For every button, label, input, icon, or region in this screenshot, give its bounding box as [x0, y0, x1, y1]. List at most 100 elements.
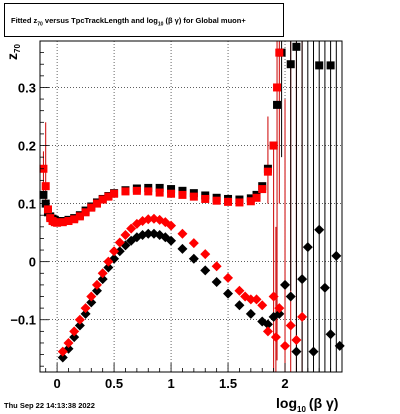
data-point-square	[189, 192, 198, 201]
data-point-diamond	[69, 332, 80, 343]
data-point-square	[258, 185, 267, 194]
data-point-diamond	[280, 340, 291, 351]
data-point-diamond	[188, 238, 199, 249]
data-point-diamond	[120, 229, 131, 240]
y-tick-label: 0.1	[18, 197, 36, 212]
data-point-square	[212, 196, 221, 205]
title-middle: versus TpcTrackLength and log	[42, 16, 158, 25]
data-point-diamond	[234, 285, 245, 296]
data-point-diamond	[80, 303, 91, 314]
data-point-diamond	[234, 300, 245, 311]
y-tick-label: 0.3	[18, 80, 36, 95]
y-tick-label: 0.2	[18, 139, 36, 154]
data-point-diamond	[270, 332, 281, 343]
x-tick-label: 2	[281, 376, 288, 391]
data-point-square	[121, 187, 130, 196]
data-point-diamond	[285, 291, 296, 302]
data-point-square	[87, 203, 96, 212]
data-point-diamond	[211, 276, 222, 287]
datestamp: Thu Sep 22 14:13:38 2022	[4, 401, 95, 410]
data-point-square	[132, 186, 141, 195]
data-point-diamond	[126, 223, 137, 234]
data-point-diamond	[57, 352, 68, 363]
data-point-square	[178, 190, 187, 199]
data-point-diamond	[166, 220, 177, 231]
data-point-square	[286, 60, 295, 69]
data-point-diamond	[97, 274, 108, 285]
data-point-square	[273, 83, 282, 92]
title-middle-sub: 10	[157, 21, 164, 28]
data-point-square	[75, 212, 84, 221]
x-tick-label: 0	[53, 376, 60, 391]
data-point-diamond	[63, 343, 74, 354]
data-point-square	[41, 182, 50, 191]
data-point-square	[64, 217, 73, 226]
data-point-square	[92, 199, 101, 208]
data-point-diamond	[80, 308, 91, 319]
data-point-diamond	[103, 262, 114, 273]
y-axis-label: z70	[4, 44, 22, 60]
data-point-square	[326, 61, 335, 70]
data-point-diamond	[114, 246, 125, 257]
data-point-diamond	[245, 294, 256, 305]
data-point-diamond	[291, 346, 302, 357]
data-point-diamond	[57, 346, 68, 357]
data-point-diamond	[177, 243, 188, 254]
x-tick-label: 1.5	[219, 376, 237, 391]
data-point-diamond	[274, 303, 285, 314]
data-point-square	[43, 205, 52, 214]
data-point-diamond	[188, 253, 199, 264]
title-prefix-sub: 70	[37, 21, 43, 28]
data-point-diamond	[280, 279, 291, 290]
data-point-square	[178, 186, 187, 195]
data-point-square	[167, 189, 176, 198]
data-point-diamond	[302, 242, 313, 253]
data-point-diamond	[143, 228, 154, 239]
data-point-diamond	[143, 214, 154, 225]
data-point-diamond	[297, 274, 308, 285]
data-point-diamond	[114, 237, 125, 248]
data-point-diamond	[97, 268, 108, 279]
data-point-diamond	[331, 250, 342, 261]
data-point-square	[98, 195, 107, 204]
data-point-square	[292, 42, 301, 51]
tick-labels: 0 0.5 1 1.5 2 −0.1 0 0.1 0.2 0.3	[10, 80, 288, 391]
data-point-diamond	[63, 337, 74, 348]
data-point-square	[246, 197, 255, 206]
data-point-square	[104, 192, 113, 201]
data-point-diamond	[74, 314, 85, 325]
data-point-square	[252, 193, 261, 202]
data-point-diamond	[200, 265, 211, 276]
data-point-diamond	[86, 291, 97, 302]
data-point-diamond	[211, 261, 222, 272]
data-point-diamond	[109, 246, 120, 257]
plot-frame	[39, 40, 343, 373]
data-point-diamond	[69, 326, 80, 337]
data-point-square	[39, 190, 48, 199]
data-point-diamond	[257, 300, 268, 311]
data-point-diamond	[297, 311, 308, 322]
data-point-diamond	[166, 235, 177, 246]
data-point-square	[315, 61, 324, 70]
data-point-diamond	[262, 319, 273, 330]
x-tick-label: 1	[167, 376, 174, 391]
data-point-diamond	[308, 346, 319, 357]
data-point-diamond	[268, 291, 279, 302]
data-point-diamond	[251, 294, 262, 305]
data-point-square	[224, 197, 233, 206]
data-point-square	[273, 100, 282, 109]
data-point-diamond	[223, 288, 234, 299]
data-point-diamond	[91, 279, 102, 290]
data-point-diamond	[74, 320, 85, 331]
data-point-diamond	[291, 335, 302, 346]
data-point-diamond	[86, 297, 97, 308]
data-point-diamond	[200, 249, 211, 260]
data-point-diamond	[262, 326, 273, 337]
data-point-diamond	[177, 228, 188, 239]
data-points	[39, 42, 345, 363]
chart-title: Fitted z70 versus TpcTrackLength and log…	[4, 3, 284, 37]
data-point-diamond	[223, 272, 234, 283]
data-point-diamond	[103, 256, 114, 267]
data-point-square	[70, 215, 79, 224]
